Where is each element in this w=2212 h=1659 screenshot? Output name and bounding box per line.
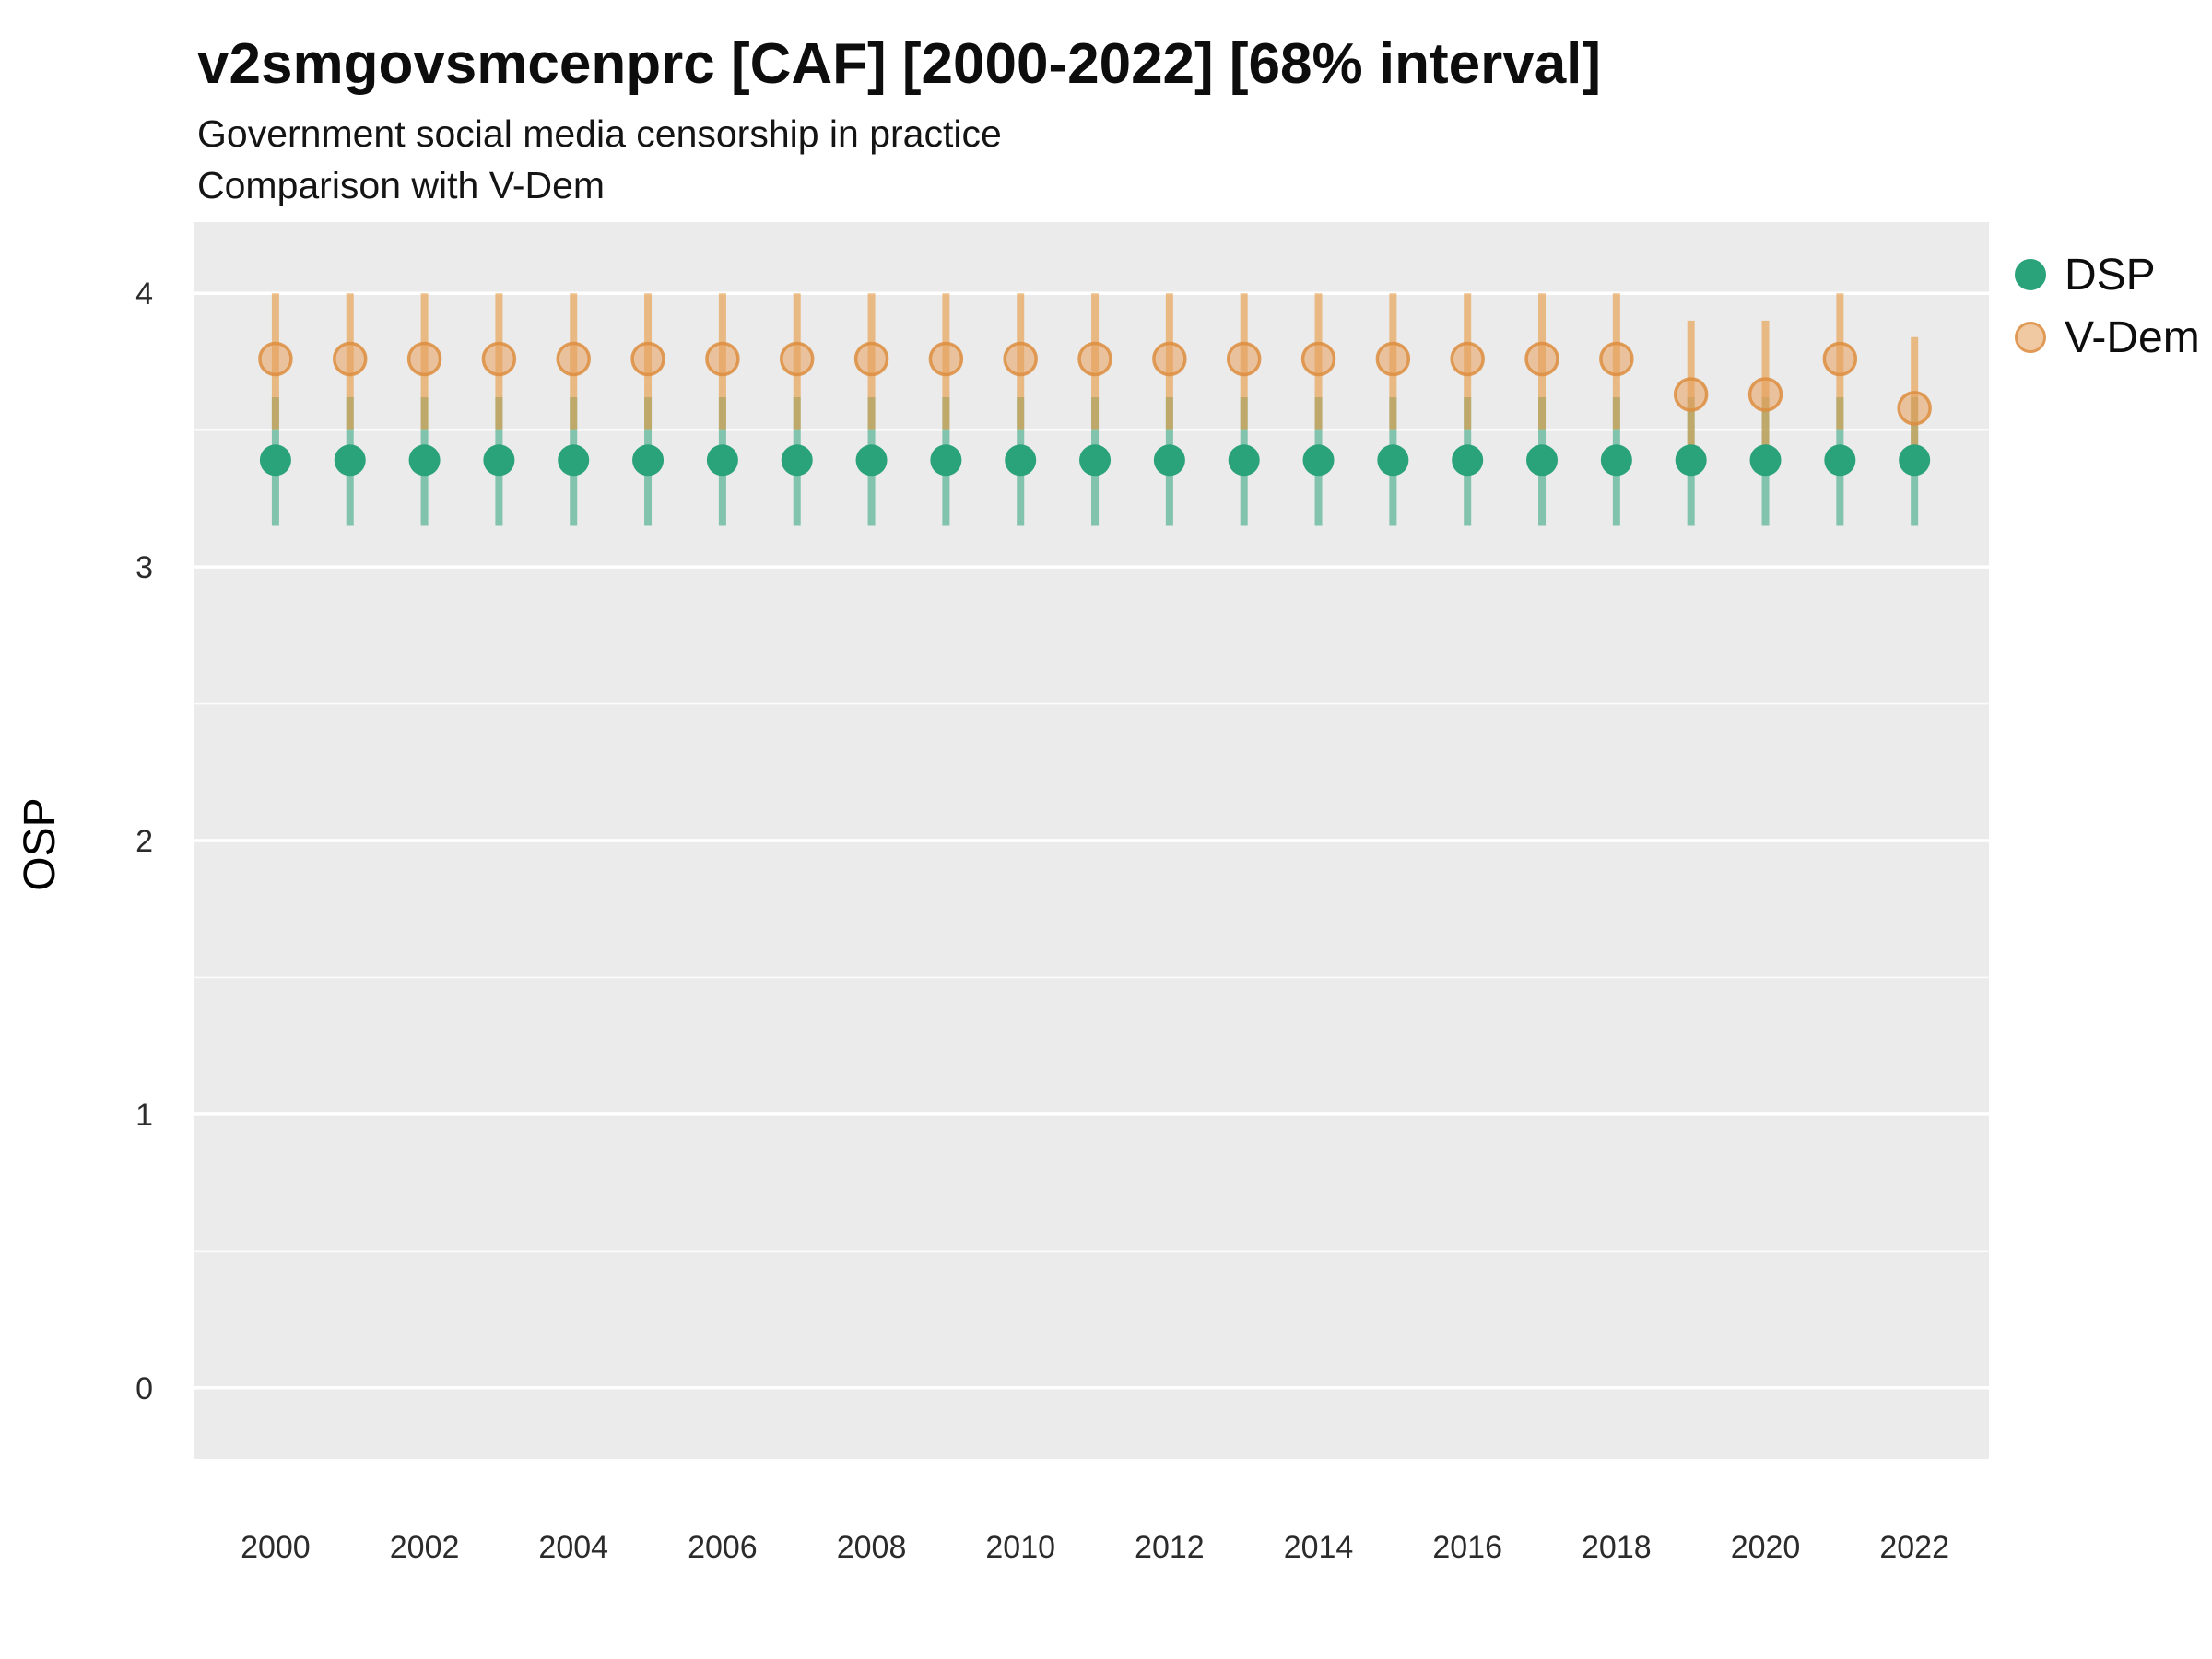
vdem-point xyxy=(779,341,815,377)
vdem-point xyxy=(258,341,293,377)
dsp-point xyxy=(408,444,441,477)
dsp-point xyxy=(1302,444,1335,477)
vdem-point xyxy=(1524,341,1559,377)
chart-subtitle-line2: Comparison with V-Dem xyxy=(197,164,606,206)
dsp-point xyxy=(632,444,665,477)
vdem-point xyxy=(1599,341,1634,377)
chart-subtitle-line1: Government social media censorship in pr… xyxy=(197,112,1002,155)
dsp-point xyxy=(1228,444,1260,477)
x-tick-label-2014: 2014 xyxy=(1284,1530,1354,1565)
x-tick-label-2006: 2006 xyxy=(688,1530,758,1565)
vdem-point xyxy=(630,341,665,377)
dsp-point xyxy=(483,444,515,477)
dsp-point xyxy=(558,444,590,477)
vdem-point xyxy=(1375,341,1411,377)
x-tick-label-2020: 2020 xyxy=(1731,1530,1801,1565)
dsp-point xyxy=(1526,444,1559,477)
dsp-point xyxy=(259,444,291,477)
y-tick-label-4: 4 xyxy=(135,276,153,312)
legend-item-v-dem: V-Dem xyxy=(2015,312,2200,362)
x-tick-label-2018: 2018 xyxy=(1582,1530,1652,1565)
x-tick-label-2016: 2016 xyxy=(1432,1530,1502,1565)
legend: DSP V-Dem xyxy=(2015,250,2200,362)
y-tick-label-0: 0 xyxy=(135,1371,153,1406)
chart-title: v2smgovsmcenprc [CAF] [2000-2022] [68% i… xyxy=(197,32,1602,96)
dsp-point xyxy=(706,444,738,477)
legend-label: DSP xyxy=(2065,250,2156,300)
dsp-point xyxy=(334,444,366,477)
x-tick-label-2000: 2000 xyxy=(241,1530,311,1565)
vdem-point xyxy=(481,341,517,377)
dsp-point xyxy=(1377,444,1409,477)
dsp-point xyxy=(1899,444,1931,477)
vdem-point xyxy=(1450,341,1485,377)
vdem-point xyxy=(853,341,889,377)
x-tick-label-2008: 2008 xyxy=(837,1530,907,1565)
dsp-point xyxy=(1452,444,1484,477)
y-tick-label-1: 1 xyxy=(135,1098,153,1133)
vdem-point xyxy=(332,341,368,377)
dsp-point xyxy=(1675,444,1707,477)
vdem-point xyxy=(1152,341,1187,377)
y-tick-label-3: 3 xyxy=(135,550,153,585)
vdem-point xyxy=(928,341,964,377)
dsp-point xyxy=(781,444,813,477)
x-tick-label-2002: 2002 xyxy=(390,1530,460,1565)
legend-label: V-Dem xyxy=(2065,312,2200,362)
y-axis-title: OSP xyxy=(16,797,65,890)
dsp-point xyxy=(1005,444,1037,477)
legend-swatch-dsp xyxy=(2015,259,2046,290)
vdem-point xyxy=(556,341,591,377)
x-tick-label-2010: 2010 xyxy=(985,1530,1055,1565)
legend-item-dsp: DSP xyxy=(2015,250,2200,300)
dsp-point xyxy=(1079,444,1112,477)
x-tick-label-2004: 2004 xyxy=(538,1530,608,1565)
dsp-point xyxy=(930,444,962,477)
vdem-point xyxy=(705,341,740,377)
legend-swatch-v-dem xyxy=(2015,322,2046,353)
dsp-point xyxy=(1824,444,1856,477)
dsp-point xyxy=(1600,444,1632,477)
dsp-point xyxy=(1749,444,1782,477)
y-tick-label-2: 2 xyxy=(135,824,153,859)
vdem-point xyxy=(1747,377,1783,412)
vdem-point xyxy=(1897,391,1932,426)
vdem-point xyxy=(406,341,442,377)
x-tick-label-2012: 2012 xyxy=(1135,1530,1205,1565)
vdem-point xyxy=(1300,341,1336,377)
dsp-point xyxy=(1153,444,1185,477)
vdem-point xyxy=(1226,341,1262,377)
dsp-point xyxy=(855,444,888,477)
vdem-point xyxy=(1003,341,1038,377)
vdem-point xyxy=(1822,341,1858,377)
vdem-point xyxy=(1077,341,1112,377)
vdem-point xyxy=(1673,377,1709,412)
x-tick-label-2022: 2022 xyxy=(1879,1530,1949,1565)
